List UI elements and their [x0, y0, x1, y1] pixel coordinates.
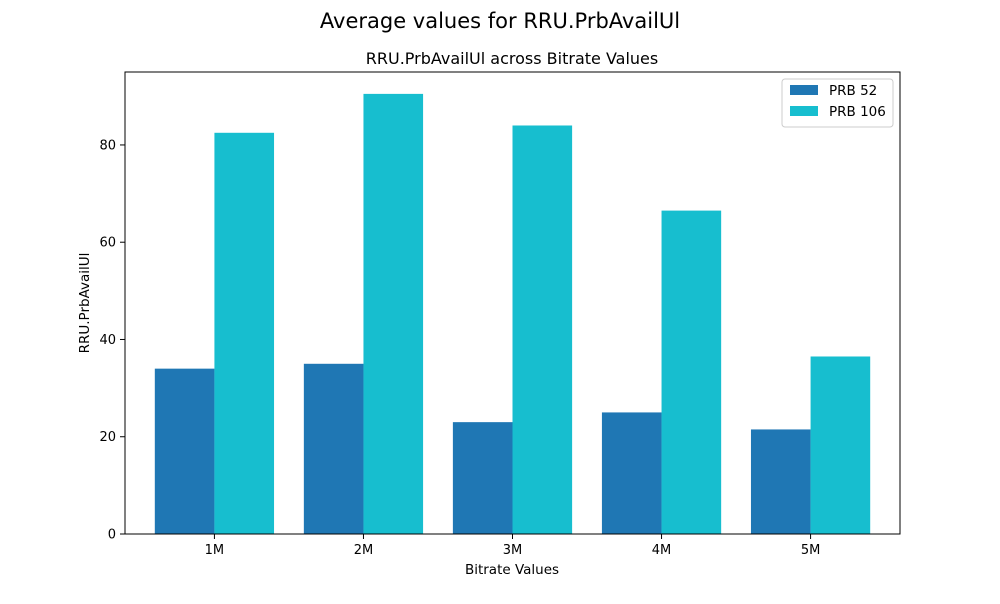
bar-prb-52-2m [303, 363, 364, 534]
y-tick-label-40: 40 [99, 333, 116, 348]
plot-area [124, 71, 901, 535]
bar-prb-106-4m [661, 210, 722, 534]
x-axis-label: Bitrate Values [465, 562, 559, 578]
bar-prb-52-4m [601, 412, 662, 534]
bar-prb-52-1m [154, 368, 215, 534]
bar-prb-106-5m [810, 356, 871, 534]
x-tick-label-5m: 5M [801, 543, 821, 558]
bar-prb-52-5m [750, 429, 811, 534]
bar-prb-106-1m [214, 132, 275, 535]
y-tick-label-80: 80 [99, 138, 116, 153]
chart-title: RRU.PrbAvailUl across Bitrate Values [366, 49, 658, 68]
y-axis-label: RRU.PrbAvailUl [77, 253, 93, 354]
y-axis-ticks: 0 20 40 60 80 [99, 138, 125, 543]
x-tick-label-4m: 4M [652, 543, 672, 558]
bar-prb-106-3m [512, 125, 573, 535]
y-tick-label-20: 20 [99, 430, 116, 445]
x-tick-label-1m: 1M [205, 543, 225, 558]
y-tick-label-0: 0 [108, 528, 116, 543]
x-tick-label-2m: 2M [354, 543, 374, 558]
bar-prb-52-3m [452, 422, 513, 534]
legend: PRB 52 PRB 106 [781, 78, 894, 128]
y-tick-label-60: 60 [99, 236, 116, 251]
x-tick-label-3m: 3M [503, 543, 523, 558]
legend-swatch-prb-106 [790, 106, 818, 116]
legend-label-prb-52: PRB 52 [829, 83, 877, 99]
legend-swatch-prb-52 [790, 85, 818, 95]
figure-suptitle: Average values for RRU.PrbAvailUl [320, 9, 680, 33]
x-axis-ticks: 1M 2M 3M 4M 5M [205, 534, 821, 558]
legend-label-prb-106: PRB 106 [829, 104, 886, 120]
bar-prb-106-2m [363, 93, 424, 534]
bars-layer [154, 93, 871, 535]
